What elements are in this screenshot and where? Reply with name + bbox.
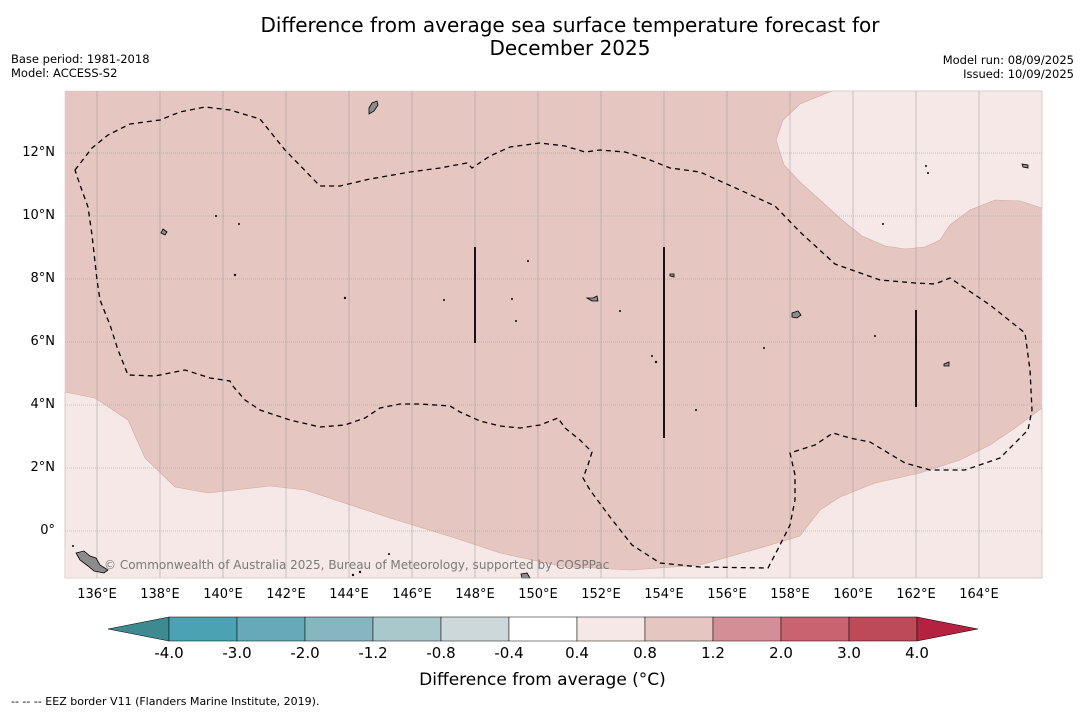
colorbar-bin [440, 616, 510, 642]
issued-date: Issued: 10/09/2025 [963, 67, 1074, 81]
colorbar-bin [644, 616, 714, 642]
colorbar-tick: 4.0 [905, 644, 929, 662]
lon-label: 144°E [329, 587, 369, 602]
island-162 [160, 228, 168, 236]
title-line-1: Difference from average sea surface temp… [260, 13, 880, 37]
colorbar-tick: 1.2 [701, 644, 725, 662]
colorbar [107, 616, 979, 642]
map-frame [64, 90, 1043, 579]
lon-label: 140°E [203, 587, 243, 602]
lat-label: 12°N [22, 145, 55, 160]
colorbar-tick: -3.0 [222, 644, 252, 662]
anomaly-region-low-southwest [64, 391, 1043, 579]
colorbar-tick: 0.8 [633, 644, 657, 662]
eez-border [74, 106, 1033, 569]
colorbar-tick: -0.8 [426, 644, 456, 662]
colorbar-tick: -0.4 [494, 644, 524, 662]
colorbar-bin [372, 616, 442, 642]
boundary-lines [474, 247, 917, 438]
islands [72, 100, 1029, 579]
island-pohnpei [585, 295, 599, 302]
colorbar-bin [236, 616, 306, 642]
lon-label: 154°E [644, 587, 684, 602]
chart-title: Difference from average sea surface temp… [0, 14, 1085, 60]
lon-label: 160°E [833, 587, 873, 602]
colorbar-tick: -4.0 [154, 644, 184, 662]
colorbar-tick: -1.2 [358, 644, 388, 662]
colorbar-bin [780, 616, 850, 642]
lat-label: 0° [40, 523, 55, 538]
colorbar-extend-low [107, 616, 170, 642]
colorbar-bin [168, 616, 238, 642]
island-kosrae [791, 310, 802, 319]
lon-label: 158°E [770, 587, 810, 602]
meta-right: Model run: 08/09/2025 Issued: 10/09/2025 [943, 53, 1074, 81]
meta-left: Base period: 1981-2018 Model: ACCESS-S2 [11, 52, 150, 80]
colorbar-bin [508, 616, 578, 642]
eez-legend-note: -- -- -- EEZ border V11 (Flanders Marine… [11, 695, 320, 708]
island-png [75, 550, 109, 574]
colorbar-bin [304, 616, 374, 642]
base-period: Base period: 1981-2018 [11, 52, 150, 66]
colorbar-tick: -2.0 [290, 644, 320, 662]
model-name: Model: ACCESS-S2 [11, 66, 118, 80]
lat-label: 4°N [30, 397, 56, 412]
lon-label: 148°E [455, 587, 495, 602]
colorbar-tick: 0.4 [565, 644, 589, 662]
title-line-2: December 2025 [489, 36, 651, 60]
map-credit: © Commonwealth of Australia 2025, Bureau… [104, 558, 610, 572]
lon-label: 146°E [392, 587, 432, 602]
lon-label: 150°E [518, 587, 558, 602]
colorbar-bin [848, 616, 918, 642]
colorbar-title: Difference from average (°C) [419, 670, 666, 690]
lon-label: 162°E [896, 587, 936, 602]
island-672 [669, 273, 675, 278]
colorbar-bin [576, 616, 646, 642]
island-small-1 [1021, 163, 1029, 169]
gridlines [65, 91, 1042, 578]
lon-label: 138°E [140, 587, 180, 602]
lon-label: 164°E [959, 587, 999, 602]
lon-label: 156°E [707, 587, 747, 602]
lat-label: 10°N [22, 208, 55, 223]
island-northwest [368, 100, 379, 115]
colorbar-extend-high [916, 616, 979, 642]
lon-label: 152°E [581, 587, 621, 602]
lon-label: 136°E [77, 587, 117, 602]
island-east [943, 361, 950, 367]
colorbar-tick: 2.0 [769, 644, 793, 662]
colorbar-bin [712, 616, 782, 642]
lat-label: 8°N [30, 271, 56, 286]
anomaly-region-low-northeast [775, 90, 1043, 250]
model-run: Model run: 08/09/2025 [942, 53, 1074, 67]
lat-label: 6°N [30, 334, 56, 349]
lat-label: 2°N [30, 460, 56, 475]
lon-label: 142°E [266, 587, 306, 602]
colorbar-tick: 3.0 [837, 644, 861, 662]
